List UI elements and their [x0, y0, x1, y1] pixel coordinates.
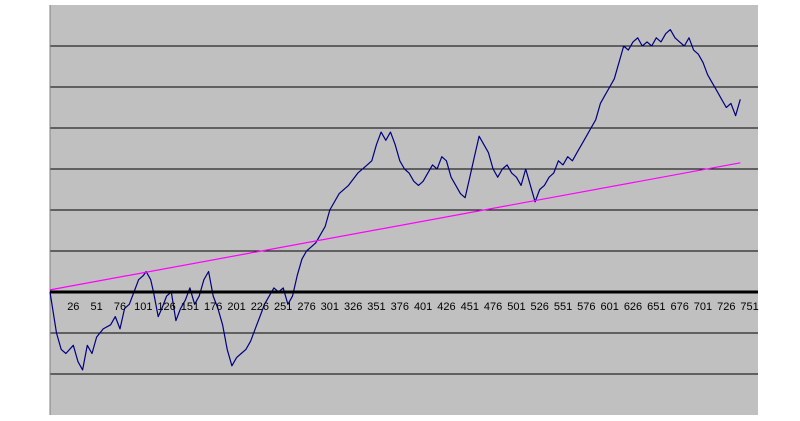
x-tick-label: 301: [321, 301, 339, 313]
x-tick-label: 151: [181, 301, 199, 313]
x-tick-label: 276: [297, 301, 315, 313]
x-tick-label: 701: [694, 301, 712, 313]
x-tick-label: 326: [344, 301, 362, 313]
x-tick-label: 451: [461, 301, 479, 313]
series-line-2: [49, 162, 741, 291]
x-tick-label: 676: [670, 301, 688, 313]
x-tick-label: 526: [531, 301, 549, 313]
x-tick-labels: 26 51 76 101 126 151 176 201 226 251 276 301 326 351 3…: [67, 301, 759, 313]
x-tick-label: 176: [204, 301, 222, 313]
x-tick-label: 576: [577, 301, 595, 313]
series-line-1: [49, 29, 741, 371]
x-tick-label: 26: [67, 301, 79, 313]
x-tick-label: 601: [601, 301, 619, 313]
x-tick-label: 376: [391, 301, 409, 313]
gridlines: [50, 45, 758, 375]
x-tick-label: 501: [507, 301, 525, 313]
x-tick-label: 551: [554, 301, 572, 313]
x-tick-label: 226: [251, 301, 269, 313]
x-tick-label: 51: [91, 301, 103, 313]
x-tick-label: 426: [437, 301, 455, 313]
x-tick-label: 76: [114, 301, 126, 313]
x-tick-label: 751: [740, 301, 758, 313]
x-tick-label: 201: [227, 301, 245, 313]
x-tick-label: 351: [367, 301, 385, 313]
x-tick-label: 626: [624, 301, 642, 313]
series-layer: [49, 29, 741, 371]
x-tick-label: 726: [717, 301, 735, 313]
x-tick-label: 101: [134, 301, 152, 313]
x-tick-label: 251: [274, 301, 292, 313]
x-tick-label: 401: [414, 301, 432, 313]
x-tick-label: 476: [484, 301, 502, 313]
x-tick-label: 651: [647, 301, 665, 313]
x-tick-label: 126: [157, 301, 175, 313]
